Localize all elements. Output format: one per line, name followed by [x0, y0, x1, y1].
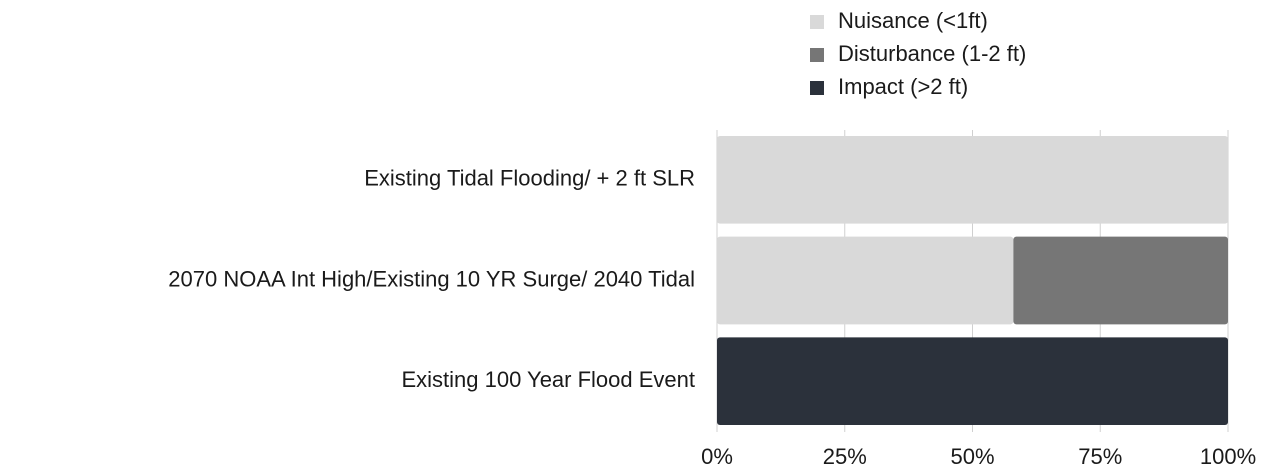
- x-tick-label: 0%: [701, 444, 733, 469]
- legend-swatch: [810, 81, 824, 95]
- y-tick-label: 2070 NOAA Int High/Existing 10 YR Surge/…: [168, 266, 695, 291]
- y-tick-label: Existing 100 Year Flood Event: [401, 367, 695, 392]
- legend-label: Disturbance (1-2 ft): [838, 41, 1026, 66]
- x-tick-label: 75%: [1078, 444, 1122, 469]
- x-tick-label: 25%: [823, 444, 867, 469]
- bar-segment: [1013, 236, 1228, 325]
- bar-segment: [717, 337, 1228, 425]
- legend-label: Nuisance (<1ft): [838, 8, 988, 33]
- x-tick-label: 50%: [950, 444, 994, 469]
- x-tick-label: 100%: [1200, 444, 1256, 469]
- legend-swatch: [810, 48, 824, 62]
- legend-swatch: [810, 15, 824, 29]
- legend-label: Impact (>2 ft): [838, 74, 968, 99]
- bar-segment: [717, 136, 1228, 224]
- bar-segment: [717, 236, 1014, 325]
- y-tick-label: Existing Tidal Flooding/ + 2 ft SLR: [364, 166, 695, 191]
